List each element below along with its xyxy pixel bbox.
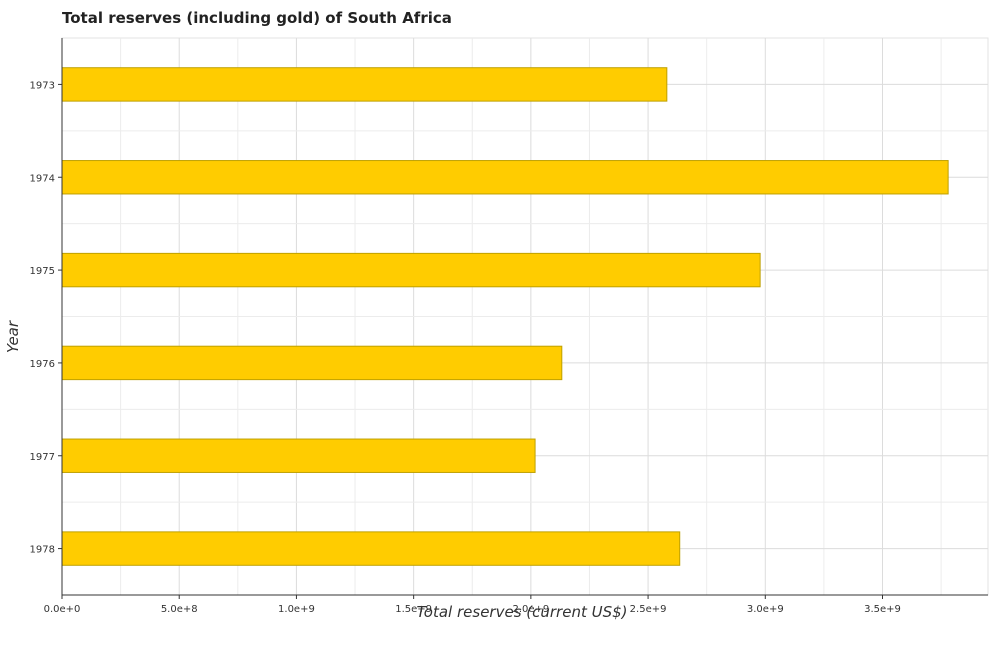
- y-tick-label: 1974: [30, 173, 55, 184]
- x-axis-title: Total reserves (current US$): [416, 603, 627, 621]
- bar-1977: [61, 438, 536, 473]
- y-tick-label: 1976: [30, 359, 55, 370]
- bars: [61, 67, 949, 566]
- chart-title: Total reserves (including gold) of South…: [62, 9, 452, 27]
- x-tick-label: 2.5e+9: [630, 604, 667, 615]
- y-tick-label: 1978: [30, 545, 55, 556]
- x-tick-label: 3.5e+9: [864, 604, 901, 615]
- bar-1973: [61, 67, 668, 102]
- bar-1976: [61, 345, 563, 381]
- y-tick-label: 1973: [30, 80, 55, 91]
- bar-1978: [61, 531, 681, 566]
- tick-labels: 0.0e+0 5.0e+8 1.0e+9 1.5e+9 2.0e+9 2.5e+9 3.0e…: [30, 80, 901, 615]
- y-tick-label: 1977: [30, 452, 55, 463]
- x-tick-label: 5.0e+8: [161, 604, 198, 615]
- x-tick-label: 1.0e+9: [278, 604, 315, 615]
- y-tick-label: 1975: [30, 266, 55, 277]
- grid-lines: [61, 37, 989, 596]
- x-tick-label: 1.5e+9: [395, 604, 432, 615]
- x-tick-label: 3.0e+9: [747, 604, 784, 615]
- bar-1975: [61, 252, 761, 288]
- y-axis-title: Year: [4, 320, 22, 353]
- axes: [58, 38, 988, 599]
- x-tick-label: 0.0e+0: [44, 604, 81, 615]
- bar-1974: [61, 160, 949, 195]
- x-tick-label: 2.0e+9: [512, 604, 549, 615]
